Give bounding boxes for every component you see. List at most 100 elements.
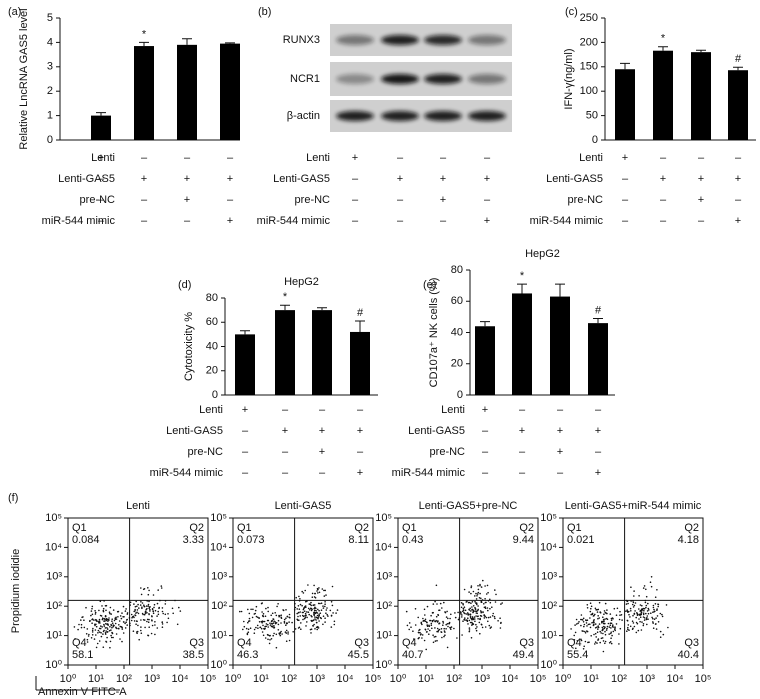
y-tick-label: 1 xyxy=(47,110,53,122)
event-dot xyxy=(474,606,476,609)
event-dot xyxy=(167,613,169,615)
condition-name: pre-NC xyxy=(568,194,604,206)
event-dot xyxy=(273,620,275,622)
event-dot xyxy=(307,607,310,610)
event-dot xyxy=(580,639,583,642)
y-tick-label: 2 xyxy=(47,85,53,97)
event-dot xyxy=(608,633,610,635)
event-dot xyxy=(124,622,126,625)
event-dot xyxy=(247,621,249,624)
event-dot xyxy=(115,616,117,619)
event-dot xyxy=(469,621,472,624)
event-dot xyxy=(269,622,271,624)
event-dot xyxy=(148,618,150,621)
event-dot xyxy=(484,626,487,628)
event-dot xyxy=(98,620,101,622)
event-dot xyxy=(135,600,137,603)
event-dot xyxy=(261,622,264,624)
event-dot xyxy=(104,627,107,629)
event-dot xyxy=(413,638,415,640)
event-dot xyxy=(590,613,592,616)
event-dot xyxy=(477,618,479,620)
event-dot xyxy=(278,633,281,635)
event-dot xyxy=(279,631,282,634)
event-dot xyxy=(604,630,606,633)
x-tick-label: 10⁴ xyxy=(172,673,189,685)
event-dot xyxy=(152,594,155,596)
event-dot xyxy=(432,634,434,636)
event-dot xyxy=(434,640,437,642)
band xyxy=(468,35,506,45)
event-dot xyxy=(642,587,645,589)
event-dot xyxy=(268,642,271,645)
event-dot xyxy=(93,619,95,621)
event-dot xyxy=(606,627,608,630)
error-bar xyxy=(225,42,235,44)
event-dot xyxy=(463,611,465,614)
event-dot xyxy=(492,612,495,615)
event-dot xyxy=(598,617,601,619)
condition-name: miR-544 mimic xyxy=(392,467,466,479)
event-dot xyxy=(306,621,308,623)
event-dot xyxy=(325,612,327,614)
condition-sign: + xyxy=(557,425,563,437)
event-dot xyxy=(256,624,259,627)
event-dot xyxy=(311,592,314,595)
event-dot xyxy=(419,628,421,631)
event-dot xyxy=(478,597,481,599)
event-dot xyxy=(464,617,466,619)
event-dot xyxy=(273,626,276,629)
event-dot xyxy=(437,614,440,616)
condition-name: miR-544 mimic xyxy=(150,467,224,479)
event-dot xyxy=(589,626,592,629)
event-dot xyxy=(141,606,143,608)
event-dot xyxy=(484,607,487,610)
event-dot xyxy=(484,585,486,587)
x-tick-label: 10⁰ xyxy=(390,673,407,685)
bar xyxy=(275,310,295,395)
event-dot xyxy=(639,620,641,623)
event-dot xyxy=(602,622,605,625)
quadrant-value: 46.3 xyxy=(237,649,258,661)
condition-sign: – xyxy=(622,173,629,185)
panel-label: (e) xyxy=(423,279,436,291)
condition-sign: + xyxy=(227,173,233,185)
y-tick-label: 4 xyxy=(47,36,53,48)
event-dot xyxy=(315,609,317,612)
band xyxy=(424,111,462,121)
event-dot xyxy=(325,609,328,611)
x-tick-label: 10⁵ xyxy=(365,673,382,685)
event-dot xyxy=(472,610,475,613)
event-dot xyxy=(325,594,327,596)
error-bar xyxy=(139,41,149,47)
event-dot xyxy=(330,614,333,617)
band xyxy=(381,35,419,45)
event-dot xyxy=(120,626,123,628)
event-dot xyxy=(106,636,108,639)
event-dot xyxy=(500,603,502,605)
event-dot xyxy=(265,625,268,628)
event-dot xyxy=(99,614,102,617)
event-dot xyxy=(482,611,484,614)
event-dot xyxy=(610,632,612,635)
event-dot xyxy=(316,621,318,624)
event-dot xyxy=(585,622,588,624)
event-dot xyxy=(260,602,263,605)
panel-label: (b) xyxy=(258,6,271,18)
y-tick-label: 10³ xyxy=(211,571,227,583)
event-dot xyxy=(607,622,610,625)
event-dot xyxy=(116,627,118,630)
event-dot xyxy=(310,632,312,634)
event-dot xyxy=(77,628,79,631)
y-tick-label: 10¹ xyxy=(46,630,62,642)
event-dot xyxy=(326,613,329,616)
event-dot xyxy=(430,622,433,625)
event-dot xyxy=(268,634,271,637)
event-dot xyxy=(602,632,604,635)
event-dot xyxy=(642,612,645,614)
event-dot xyxy=(99,600,102,603)
annotation: * xyxy=(283,291,288,303)
event-dot xyxy=(91,605,94,608)
event-dot xyxy=(471,606,473,608)
event-dot xyxy=(645,606,647,609)
